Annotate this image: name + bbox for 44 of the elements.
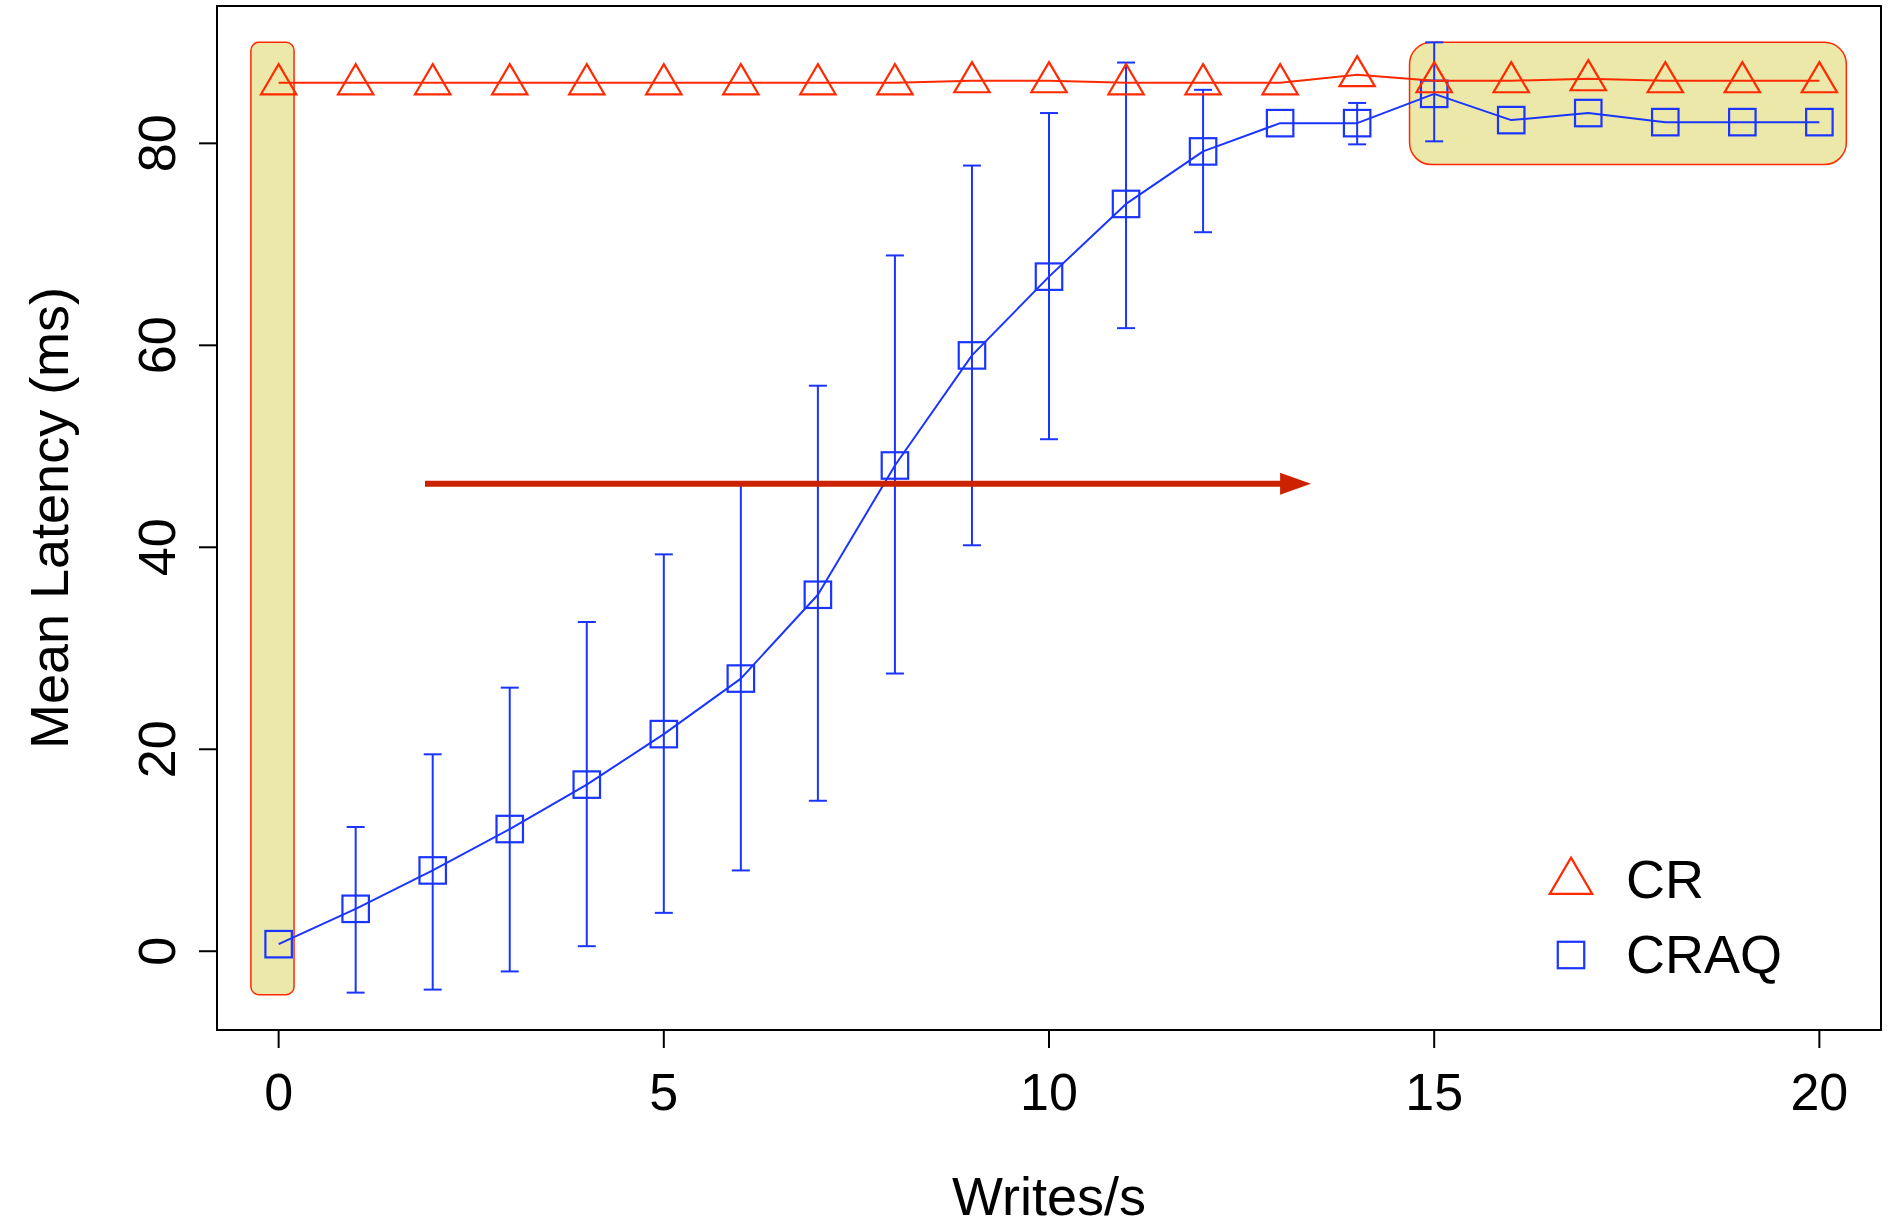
point	[799, 63, 837, 96]
point	[1800, 61, 1839, 94]
x-tick-label: 5	[649, 1063, 679, 1121]
x-tick-label: 20	[1790, 1063, 1849, 1121]
y-tick-label: 60	[128, 316, 186, 375]
x-tick-label: 0	[264, 1063, 294, 1121]
point	[336, 63, 375, 96]
point	[1569, 59, 1608, 92]
point	[1261, 63, 1299, 96]
point	[1338, 54, 1376, 88]
point	[413, 63, 452, 96]
point	[803, 580, 833, 610]
point	[572, 770, 602, 799]
point	[726, 664, 756, 693]
x-tick-label: 15	[1405, 1063, 1464, 1121]
legend-label: CRAQ	[1626, 924, 1783, 984]
x-axis-title: Writes/s	[951, 1166, 1147, 1225]
point	[722, 63, 760, 96]
point	[953, 61, 991, 94]
point	[259, 63, 298, 96]
point	[495, 814, 525, 844]
y-tick-label: 40	[128, 518, 186, 577]
point	[341, 894, 370, 924]
point	[490, 63, 529, 96]
point	[418, 856, 448, 885]
point	[645, 63, 683, 96]
point	[1492, 61, 1530, 94]
point	[1184, 63, 1222, 96]
point	[1723, 61, 1762, 94]
point	[264, 929, 293, 959]
y-axis-title: Mean Latency (ms)	[19, 286, 79, 750]
y-tick-label: 0	[128, 936, 186, 966]
point	[880, 451, 910, 480]
point	[1030, 61, 1068, 94]
point	[1415, 61, 1453, 94]
point	[568, 63, 606, 96]
y-tick-label: 20	[128, 720, 186, 779]
point	[876, 63, 914, 96]
legend-label: CR	[1626, 849, 1704, 909]
point	[1107, 63, 1145, 96]
y-tick-label: 80	[128, 114, 186, 173]
point	[1646, 61, 1685, 94]
point	[649, 719, 679, 749]
x-tick-label: 10	[1020, 1063, 1078, 1121]
